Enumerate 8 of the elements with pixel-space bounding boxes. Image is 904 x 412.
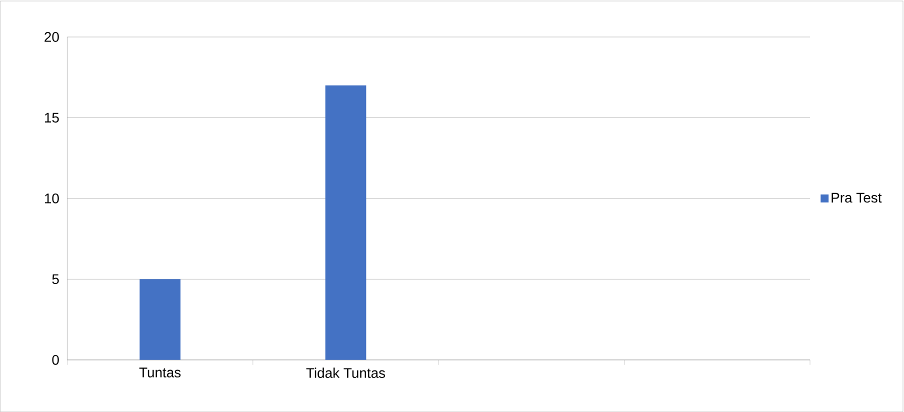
legend-label: Pra Test bbox=[832, 192, 882, 203]
y-tick-label: 0 bbox=[52, 354, 59, 365]
y-tick-label: 15 bbox=[44, 112, 59, 123]
y-tick-label: 20 bbox=[44, 32, 59, 42]
x-tick-label: Tuntas bbox=[139, 368, 181, 378]
y-tick-label: 10 bbox=[44, 193, 59, 204]
x-tick-label: Tidak Tuntas bbox=[306, 368, 386, 378]
y-tick-label: 5 bbox=[52, 274, 59, 284]
